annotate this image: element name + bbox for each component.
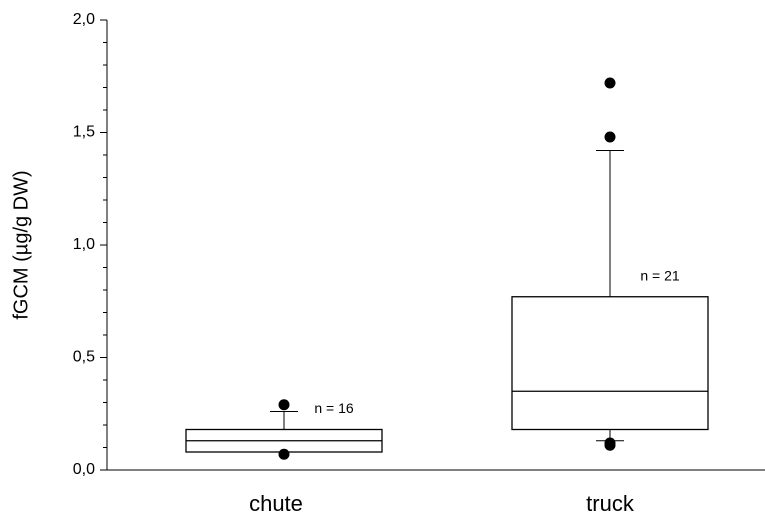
y-tick-label: 1,0	[73, 236, 95, 253]
outlier	[278, 399, 290, 411]
outlier	[604, 439, 616, 451]
sample-size: n = 21	[640, 267, 680, 283]
y-tick-label: 1,5	[73, 124, 95, 141]
box	[511, 296, 709, 431]
outlier	[604, 131, 616, 143]
outlier	[278, 448, 290, 460]
y-tick-label: 0,0	[73, 461, 95, 478]
outlier	[604, 77, 616, 89]
y-tick-label: 2,0	[73, 11, 95, 28]
y-axis-label: fGCM (µg/g DW)	[10, 170, 32, 319]
x-tick-label: chute	[249, 491, 303, 516]
x-tick-label: truck	[586, 491, 635, 516]
sample-size: n = 16	[314, 400, 354, 416]
y-tick-label: 0,5	[73, 349, 95, 366]
